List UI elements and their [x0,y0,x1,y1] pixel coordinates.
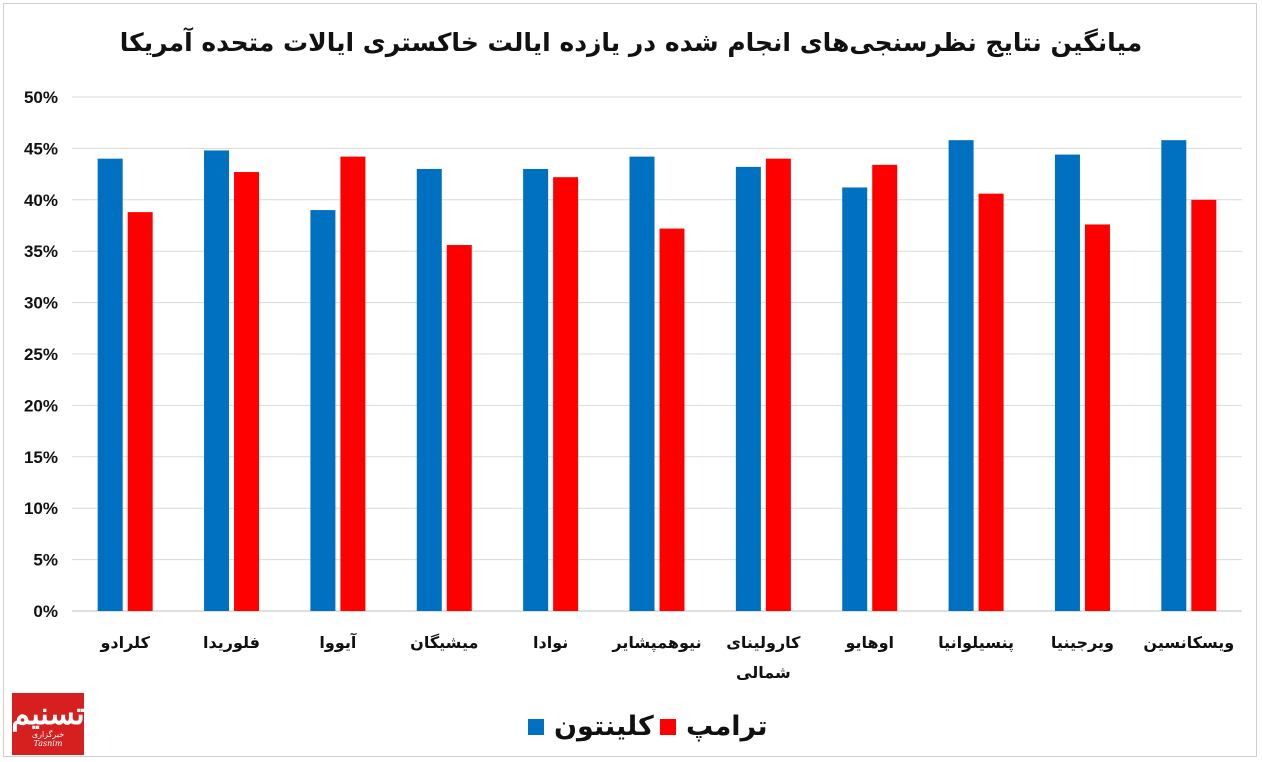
bar-clinton [523,168,549,611]
legend-label-trump: ترامپ [686,711,768,742]
logo-mark: تسنیم [11,697,85,732]
y-tick-label: 10% [24,499,58,518]
bar-trump [446,245,472,612]
bar-clinton [1054,154,1080,611]
x-tick-label: آیووا [319,632,356,652]
y-tick-label: 0% [33,602,58,621]
logo-text: خبرگزاری [31,730,65,739]
legend-swatch-clinton [528,718,544,735]
legend-label-clinton: کلینتون [554,711,654,742]
bar-trump [872,164,898,611]
bar-clinton [97,158,123,611]
chart-title: میانگین نتایج نظرسنجی‌های انجام شده در ی… [119,28,1143,57]
y-tick-label: 40% [24,191,58,210]
y-tick-label: 35% [24,242,58,261]
x-tick-label: پنسیلوانیا [938,633,1014,653]
bar-trump [765,158,791,611]
legend: کلینتون ترامپ [0,711,1262,751]
logo-en: Tasnim [33,739,63,748]
bar-trump [1191,199,1217,612]
bar-clinton [948,140,974,611]
legend-item-trump: ترامپ [660,711,768,742]
x-tick-label: فلوریدا [203,633,260,652]
bar-clinton [842,187,868,612]
y-tick-label: 25% [24,345,58,364]
x-tick-label: کلرادو [99,633,150,652]
tasnim-logo: تسنیم خبرگزاری Tasnim [11,693,85,755]
legend-swatch-trump [660,718,676,735]
legend-item-clinton: کلینتون [528,711,654,742]
bar-clinton [416,168,442,611]
bar-trump [978,193,1004,611]
y-tick-label: 50% [24,88,58,107]
bar-trump [1084,224,1110,612]
y-tick-label: 5% [33,551,58,570]
x-tick-label: اوهایو [844,633,894,652]
bar-trump [659,228,685,612]
y-tick-label: 15% [24,448,58,467]
bar-clinton [629,156,655,611]
bar-clinton [1161,140,1187,611]
x-tick-label: شمالی [736,663,791,682]
bar-clinton [735,166,761,612]
bar-trump [127,212,153,612]
chart-frame [3,3,1257,757]
x-tick-label: نیوهمپشایر [611,633,701,653]
bar-trump [340,156,366,611]
bar-trump [553,177,579,611]
y-tick-label: 30% [24,294,58,313]
x-tick-label: نوادا [533,633,568,652]
y-tick-label: 20% [24,396,58,415]
bar-clinton [310,210,336,611]
x-tick-label: میشیگان [410,633,478,652]
bar-trump [234,172,260,611]
x-tick-label: ویسکانسین [1143,633,1234,652]
bar-clinton [204,150,230,611]
bar-chart: 0% 5% 10% 15% 20% 25% 30% 35% 40% 45% 50% کلرادو فلو… [24,88,1242,682]
y-tick-label: 45% [24,139,58,158]
x-tick-label: ویرجینیا [1051,633,1114,652]
x-tick-label: کارولینای [726,633,801,652]
